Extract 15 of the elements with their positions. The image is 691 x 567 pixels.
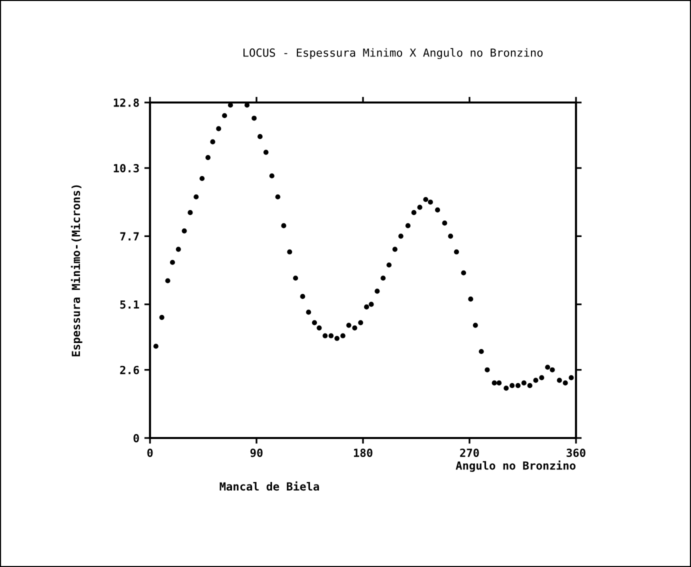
x-tick-label: 180 xyxy=(354,448,372,458)
y-axis-title: Espessura Minimo-(Microns) xyxy=(70,185,82,356)
y-tick-label: 12.8 xyxy=(114,98,139,107)
x-tick-label: 0 xyxy=(147,448,153,458)
x-axis-title: Angulo no Bronzino xyxy=(456,460,576,472)
y-tick-label: 10.3 xyxy=(114,164,139,172)
y-tick-label: 0 xyxy=(134,434,139,442)
y-tick-label: 5.1 xyxy=(120,300,140,309)
y-tick-label: 7.7 xyxy=(120,232,139,240)
x-tick-label: 360 xyxy=(566,448,586,458)
y-tick-label: 2.6 xyxy=(120,366,139,374)
chart-title: LOCUS - Espessura Minimo X Angulo no Bronzino xyxy=(243,48,543,60)
x-tick-label: 270 xyxy=(460,448,479,458)
text: Mancal de Biela xyxy=(220,481,319,491)
x-tick-label: 90 xyxy=(250,448,263,458)
